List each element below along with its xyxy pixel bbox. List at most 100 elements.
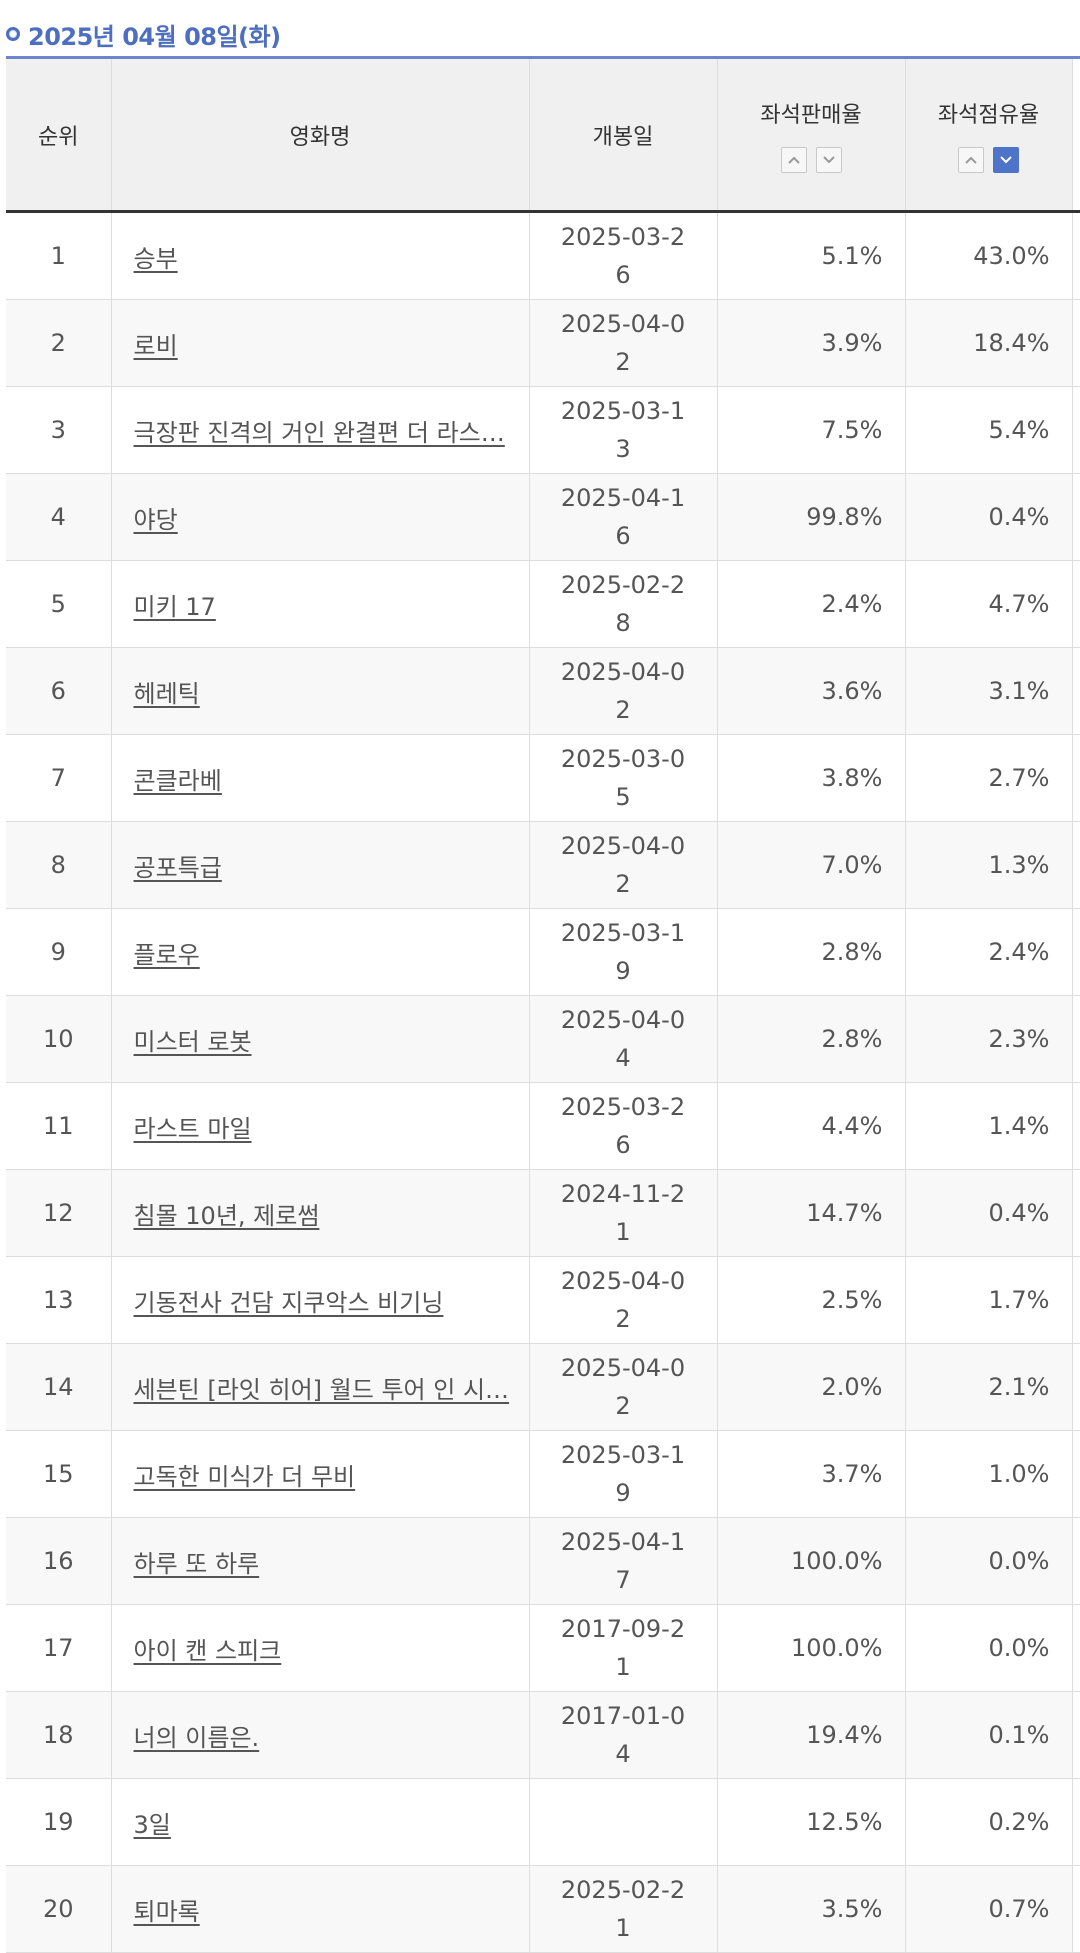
movie-title-link[interactable]: 침몰 10년, 제로썸	[133, 1201, 320, 1230]
release-date-cell: 2017-09-21	[529, 1604, 718, 1692]
extra-cell	[1071, 1343, 1080, 1431]
title-cell: 3일	[111, 1778, 530, 1866]
seat-share-cell: 0.4%	[905, 1169, 1073, 1257]
table-row: 9 플로우 2025-03-19 2.8% 2.4%	[6, 908, 1080, 996]
seat-sales-rate-cell: 2.5%	[717, 1256, 906, 1344]
seat-share-cell: 43.0%	[905, 211, 1073, 300]
movie-title-link[interactable]: 승부	[133, 244, 178, 273]
sort-desc-seat-share-button[interactable]	[993, 146, 1019, 173]
movie-title-link[interactable]: 세븐틴 [라잇 히어] 월드 투어 인 시…	[133, 1375, 510, 1404]
date-label: 2025년 04월 08일(화)	[28, 22, 281, 51]
seat-sales-rate-cell: 5.1%	[717, 211, 906, 300]
movie-title-link[interactable]: 공포특급	[133, 853, 222, 882]
movie-title-link[interactable]: 하루 또 하루	[133, 1549, 260, 1578]
movie-title-link[interactable]: 기동전사 건담 지쿠악스 비기닝	[133, 1288, 444, 1317]
movie-title-link[interactable]: 야당	[133, 505, 178, 534]
column-header-seat-sales-rate: 좌석판매율	[717, 59, 906, 213]
table-header-row: 순위 영화명 개봉일 좌석판매율 좌석점유율	[6, 59, 1080, 213]
release-date-cell: 2025-04-02	[529, 299, 718, 387]
extra-cell	[1071, 1169, 1080, 1257]
seat-share-cell: 1.3%	[905, 821, 1073, 909]
extra-cell	[1071, 1256, 1080, 1344]
table-row: 14 세븐틴 [라잇 히어] 월드 투어 인 시… 2025-04-02 2.0% 2.…	[6, 1343, 1080, 1431]
seat-share-label: 좌석점유율	[937, 102, 1040, 128]
rank-cell: 2	[6, 299, 112, 387]
movie-title-link[interactable]: 너의 이름은.	[133, 1723, 260, 1752]
release-date-cell: 2025-04-16	[529, 473, 718, 561]
release-date-cell: 2025-04-02	[529, 1256, 718, 1344]
column-header-release-date: 개봉일	[529, 59, 718, 213]
movie-title-link[interactable]: 퇴마록	[133, 1897, 200, 1926]
release-date-cell: 2025-04-02	[529, 647, 718, 735]
release-date-cell: 2025-04-02	[529, 1343, 718, 1431]
rank-cell: 1	[6, 211, 112, 300]
chevron-up-icon	[965, 156, 977, 164]
release-date-cell: 2025-02-21	[529, 1865, 718, 1953]
seat-share-cell: 0.0%	[905, 1517, 1073, 1605]
box-office-table: 순위 영화명 개봉일 좌석판매율 좌석점유율	[6, 59, 1080, 1953]
table-row: 20 퇴마록 2025-02-21 3.5% 0.7%	[6, 1865, 1080, 1953]
extra-cell	[1071, 560, 1080, 648]
extra-cell	[1071, 734, 1080, 822]
release-date-cell: 2025-03-19	[529, 1430, 718, 1518]
movie-title-link[interactable]: 플로우	[133, 940, 200, 969]
circle-bullet-icon	[6, 27, 20, 41]
seat-sales-rate-cell: 2.4%	[717, 560, 906, 648]
seat-share-cell: 4.7%	[905, 560, 1073, 648]
seat-sales-rate-cell: 100.0%	[717, 1604, 906, 1692]
rank-cell: 5	[6, 560, 112, 648]
rank-cell: 13	[6, 1256, 112, 1344]
release-date-cell: 2025-03-26	[529, 211, 718, 300]
release-date-cell: 2025-03-19	[529, 908, 718, 996]
table-row: 12 침몰 10년, 제로썸 2024-11-21 14.7% 0.4%	[6, 1169, 1080, 1257]
title-cell: 세븐틴 [라잇 히어] 월드 투어 인 시…	[111, 1343, 530, 1431]
table-row: 18 너의 이름은. 2017-01-04 19.4% 0.1%	[6, 1691, 1080, 1779]
date-header: 2025년 04월 08일(화)	[6, 14, 281, 54]
movie-title-link[interactable]: 고독한 미식가 더 무비	[133, 1462, 356, 1491]
release-date-cell: 2025-04-04	[529, 995, 718, 1083]
title-cell: 콘클라베	[111, 734, 530, 822]
rank-cell: 14	[6, 1343, 112, 1431]
table-row: 15 고독한 미식가 더 무비 2025-03-19 3.7% 1.0%	[6, 1430, 1080, 1518]
seat-share-cell: 1.7%	[905, 1256, 1073, 1344]
seat-share-cell: 3.1%	[905, 647, 1073, 735]
seat-sales-rate-cell: 3.5%	[717, 1865, 906, 1953]
movie-title-link[interactable]: 3일	[133, 1810, 171, 1839]
sort-asc-seat-share-button[interactable]	[958, 146, 984, 173]
table-row: 7 콘클라베 2025-03-05 3.8% 2.7%	[6, 734, 1080, 822]
movie-title-link[interactable]: 로비	[133, 331, 178, 360]
rank-cell: 4	[6, 473, 112, 561]
table-row: 5 미키 17 2025-02-28 2.4% 4.7%	[6, 560, 1080, 648]
rank-cell: 10	[6, 995, 112, 1083]
release-date-cell: 2025-03-13	[529, 386, 718, 474]
movie-title-link[interactable]: 헤레틱	[133, 679, 200, 708]
column-header-seat-share: 좌석점유율	[905, 59, 1073, 213]
seat-share-cell: 2.4%	[905, 908, 1073, 996]
movie-title-link[interactable]: 미스터 로봇	[133, 1027, 252, 1056]
seat-share-cell: 0.7%	[905, 1865, 1073, 1953]
movie-title-link[interactable]: 콘클라베	[133, 766, 222, 795]
column-header-title: 영화명	[111, 59, 530, 213]
movie-title-link[interactable]: 아이 캔 스피크	[133, 1636, 282, 1665]
seat-share-cell: 2.3%	[905, 995, 1073, 1083]
seat-share-cell: 0.2%	[905, 1778, 1073, 1866]
seat-sales-rate-label: 좌석판매율	[760, 102, 862, 128]
extra-cell	[1071, 908, 1080, 996]
rank-cell: 20	[6, 1865, 112, 1953]
rank-cell: 9	[6, 908, 112, 996]
table-row: 1 승부 2025-03-26 5.1% 43.0%	[6, 211, 1080, 300]
movie-title-link[interactable]: 미키 17	[133, 592, 216, 621]
table-row: 16 하루 또 하루 2025-04-17 100.0% 0.0%	[6, 1517, 1080, 1605]
seat-share-cell: 0.4%	[905, 473, 1073, 561]
chevron-down-icon	[1000, 155, 1012, 163]
rank-cell: 19	[6, 1778, 112, 1866]
movie-title-link[interactable]: 라스트 마일	[133, 1114, 252, 1143]
seat-share-cell: 0.1%	[905, 1691, 1073, 1779]
chevron-down-icon	[822, 155, 835, 163]
sort-asc-seat-sales-button[interactable]	[780, 146, 807, 173]
seat-sales-rate-cell: 3.7%	[717, 1430, 906, 1518]
movie-title-link[interactable]: 극장판 진격의 거인 완결편 더 라스…	[133, 418, 505, 447]
sort-desc-seat-sales-button[interactable]	[815, 146, 842, 173]
release-date-cell: 2025-04-17	[529, 1517, 718, 1605]
extra-cell	[1071, 995, 1080, 1083]
